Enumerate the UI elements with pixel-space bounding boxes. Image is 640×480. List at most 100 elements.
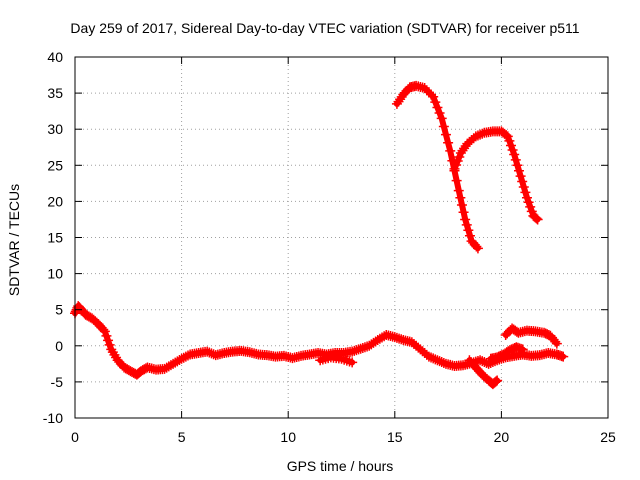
y-tick-label: 15 bbox=[47, 230, 63, 246]
data-point bbox=[430, 97, 441, 108]
data-point bbox=[423, 351, 434, 362]
data-point bbox=[521, 192, 532, 203]
x-tick-label: 15 bbox=[387, 429, 403, 445]
data-point bbox=[432, 355, 443, 366]
y-tick-label: 10 bbox=[47, 266, 63, 282]
data-point bbox=[428, 91, 439, 102]
series-arch bbox=[449, 126, 543, 225]
data-point bbox=[347, 357, 358, 368]
data-point bbox=[513, 165, 524, 176]
y-tick-label: 5 bbox=[55, 302, 63, 318]
data-point bbox=[517, 176, 528, 187]
y-tick-label: -10 bbox=[43, 410, 63, 426]
data-point bbox=[471, 241, 482, 252]
data-point bbox=[421, 85, 432, 96]
data-point bbox=[98, 324, 109, 335]
data-point bbox=[512, 160, 523, 171]
data-point bbox=[517, 344, 528, 355]
y-tick-label: -5 bbox=[51, 374, 64, 390]
plot-frame bbox=[74, 56, 609, 419]
data-point bbox=[419, 83, 430, 94]
data-point bbox=[479, 357, 490, 368]
series-high-peak bbox=[391, 80, 483, 254]
data-point bbox=[377, 332, 388, 343]
data-point bbox=[551, 338, 562, 349]
data-point bbox=[477, 128, 488, 139]
x-tick-label: 10 bbox=[280, 429, 296, 445]
series-main bbox=[70, 301, 569, 380]
data-point bbox=[178, 352, 189, 363]
series-secondary bbox=[315, 352, 358, 368]
data-point bbox=[168, 358, 179, 369]
ticks: 0 5 10 15 20 25 -10 -5 0 5 10 15 20 25 30 35 40 bbox=[43, 49, 616, 445]
y-axis-label: SDTVAR / TECUs bbox=[6, 184, 22, 296]
x-tick-label: 5 bbox=[178, 429, 186, 445]
data-point bbox=[176, 353, 187, 364]
data-point bbox=[490, 377, 501, 388]
data-point bbox=[163, 361, 174, 372]
y-tick-label: 25 bbox=[47, 157, 63, 173]
data-point bbox=[202, 346, 213, 357]
data-point bbox=[159, 363, 170, 374]
data-point bbox=[475, 129, 486, 140]
data-point bbox=[445, 145, 456, 156]
data-point bbox=[161, 362, 172, 373]
data-point bbox=[491, 376, 502, 387]
data-point bbox=[170, 357, 181, 368]
data-point bbox=[550, 336, 561, 347]
data-point bbox=[463, 225, 474, 236]
x-axis-label: GPS time / hours bbox=[287, 458, 394, 474]
data-point bbox=[523, 197, 534, 208]
data-point bbox=[470, 131, 481, 142]
data-point bbox=[165, 360, 176, 371]
data-point bbox=[460, 214, 471, 225]
data-point bbox=[204, 347, 215, 358]
data-point bbox=[475, 355, 486, 366]
data-point bbox=[455, 192, 466, 203]
x-tick-label: 20 bbox=[494, 429, 510, 445]
y-tick-label: 30 bbox=[47, 121, 63, 137]
series-dip bbox=[464, 355, 503, 390]
data-point bbox=[101, 330, 112, 341]
data-point bbox=[458, 207, 469, 218]
data-point bbox=[438, 121, 449, 132]
data-point bbox=[426, 352, 437, 363]
data-point bbox=[426, 89, 437, 100]
series-late-mid bbox=[485, 342, 528, 364]
data-point bbox=[182, 350, 193, 361]
data-point bbox=[430, 354, 441, 365]
data-point bbox=[477, 356, 488, 367]
data-point bbox=[461, 219, 472, 230]
y-tick-label: 0 bbox=[55, 338, 63, 354]
data-point bbox=[530, 212, 541, 223]
data-point bbox=[472, 130, 483, 141]
data-point bbox=[456, 200, 467, 211]
data-point bbox=[518, 181, 529, 192]
data-point bbox=[532, 214, 543, 225]
data-point bbox=[509, 149, 520, 160]
data-point bbox=[520, 187, 531, 198]
data-point bbox=[558, 351, 569, 362]
data-point bbox=[436, 357, 447, 368]
data-point bbox=[531, 213, 542, 224]
data-point bbox=[440, 129, 451, 140]
data-point bbox=[453, 185, 464, 196]
y-tick-label: 40 bbox=[47, 49, 63, 65]
data-point bbox=[505, 140, 516, 151]
data-point bbox=[99, 326, 110, 337]
data-point bbox=[525, 201, 536, 212]
data-point bbox=[492, 375, 503, 386]
data-point bbox=[372, 335, 383, 346]
data-point bbox=[104, 339, 115, 350]
data-point bbox=[103, 335, 114, 346]
data-point bbox=[472, 243, 483, 254]
data-point bbox=[502, 131, 513, 142]
data-point bbox=[464, 230, 475, 241]
data-point bbox=[507, 144, 518, 155]
data-point bbox=[423, 87, 434, 98]
data-point bbox=[510, 154, 521, 165]
x-tick-label: 25 bbox=[600, 429, 616, 445]
data-point bbox=[526, 206, 537, 217]
chart-title: Day 259 of 2017, Sidereal Day-to-day VTE… bbox=[70, 20, 579, 36]
